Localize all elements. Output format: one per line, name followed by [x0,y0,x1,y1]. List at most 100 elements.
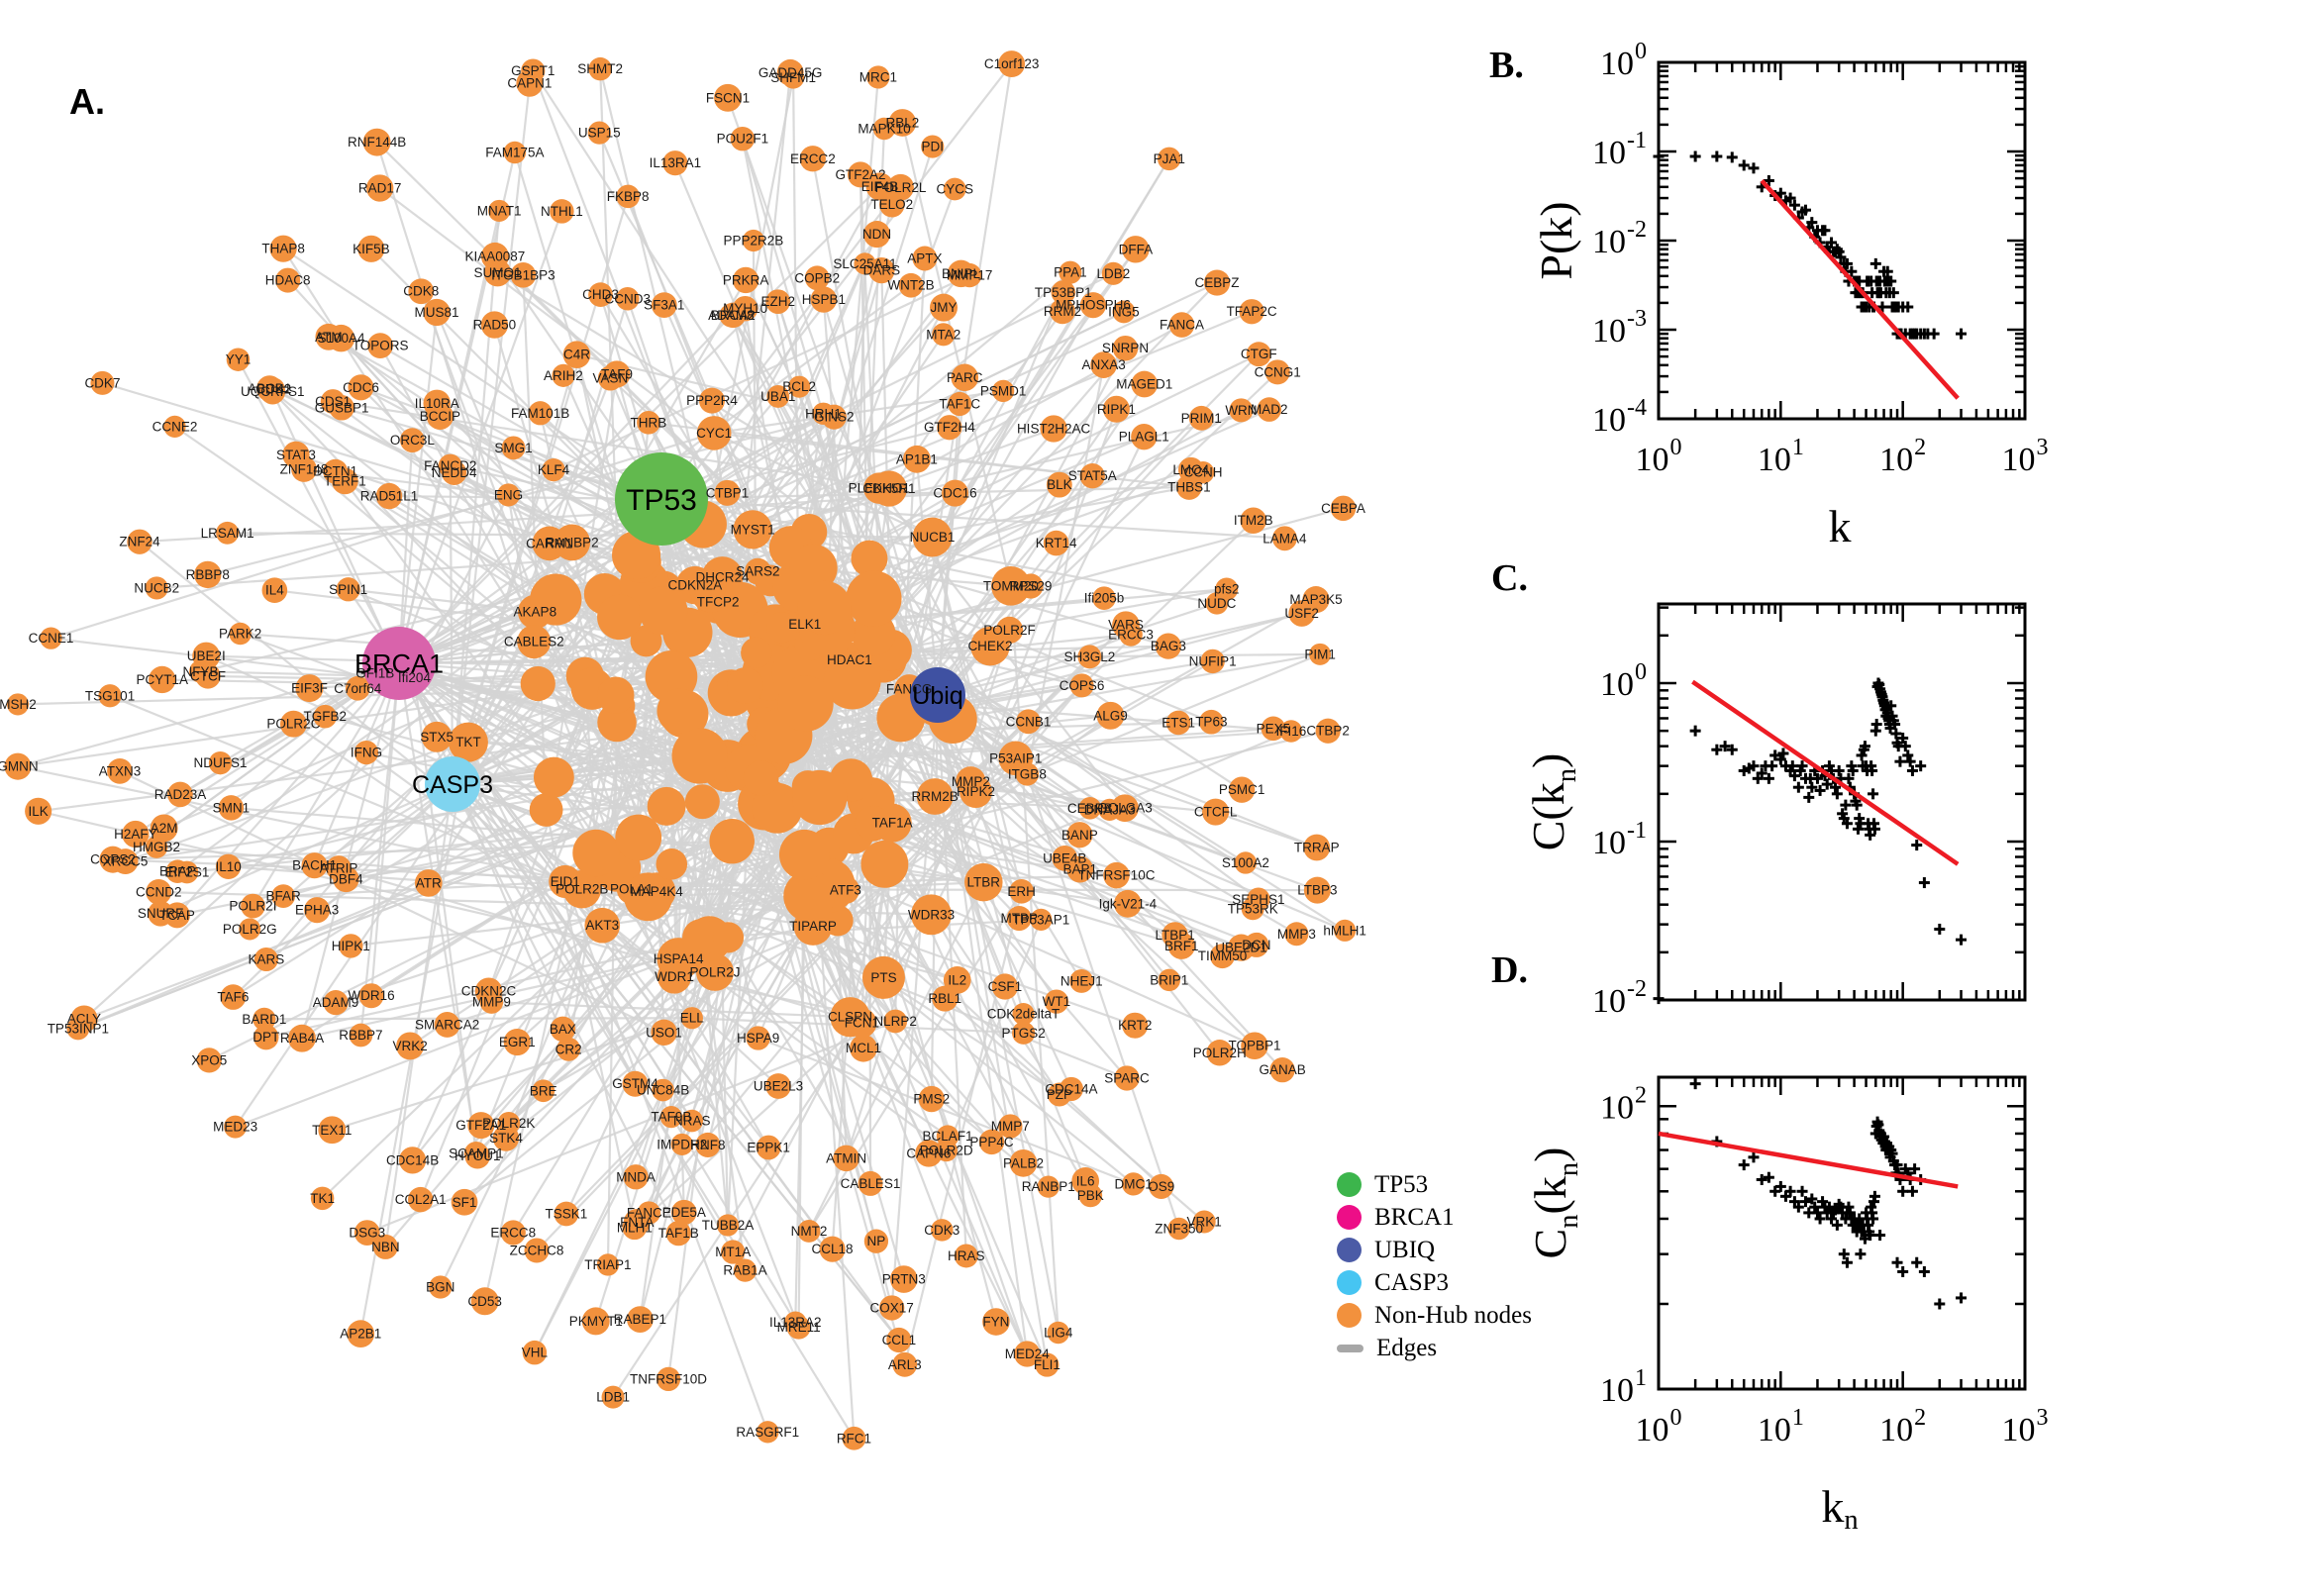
network-node [107,758,133,784]
network-node [671,728,728,784]
network-node [943,177,966,201]
plot-b-ytick: 10-1 [1592,128,1647,171]
plot-b-ytick: 100 [1600,39,1647,82]
hub-node-casp3 [425,756,480,812]
network-node [1112,335,1139,361]
network-node [756,1135,781,1160]
plot-b-fit-line [1760,179,1960,400]
network-node-label: TFAP2C [1227,304,1277,319]
network-edge [845,630,1011,1159]
network-node [195,663,221,689]
network-node [804,265,830,291]
network-node [556,1037,581,1061]
network-node [407,1186,434,1213]
network-node [1158,147,1181,171]
network-node [208,751,233,775]
network-node-label: TAF1A [872,816,913,831]
network-node-label: CABLES1 [841,1176,901,1191]
network-node [1158,968,1180,992]
network-node [991,379,1015,403]
network-node [1077,645,1102,669]
network-edge [808,890,1023,1233]
network-node [1030,908,1053,931]
network-node [1069,968,1094,993]
network-node-label: TERF1 [324,473,366,488]
network-node [483,259,512,287]
network-node [354,740,379,765]
network-node-label: POLR2G [223,922,277,937]
network-node [1149,1173,1174,1199]
network-node [327,324,355,352]
network-node [175,860,199,884]
network-edge [50,637,620,708]
network-node [304,897,331,924]
panel-b-letter: B. [1489,45,1524,86]
network-node [98,684,122,708]
hub-node-brca1 [362,627,436,700]
network-node [529,793,563,827]
network-node-label: WNT2B [887,278,934,293]
network-node-label: TCAP [159,908,195,923]
network-node-label: GSTM4 [612,1076,658,1091]
network-node [1210,944,1235,969]
network-node [863,221,891,249]
network-node [1240,507,1266,534]
network-node [532,1079,556,1103]
network-edge [937,612,1302,697]
network-node-label: GTF2A1 [455,1118,506,1133]
network-node [423,298,451,327]
network-node [313,704,338,729]
network-node [1202,798,1230,826]
axis-title-text: C(k [1523,782,1573,851]
network-edge [398,314,733,664]
network-node [271,884,296,908]
network-edge [837,519,1255,922]
network-node [1006,905,1032,932]
network-node [898,272,924,298]
network-node [1162,922,1188,948]
network-node [1037,1175,1060,1198]
plot-b-xlabel: k [1741,500,1939,552]
network-node [1122,1172,1146,1196]
network-node [622,1070,649,1097]
network-node [1122,236,1150,263]
network-node [957,262,982,288]
network-node [149,665,176,694]
network-node [301,852,328,879]
network-node [480,311,509,339]
network-node [597,365,623,391]
plot-d-frame [1657,1075,2027,1391]
plot-b-xtick: 103 [2002,435,2049,478]
network-node-label: TP53INP1 [48,1021,109,1036]
network-node [357,235,385,262]
network-node [1167,1217,1190,1241]
axis-title-text: k [1828,501,1852,551]
network-node [122,820,150,848]
plot-c-points [1653,677,1968,1005]
network-node [25,797,52,825]
network-node [163,415,186,439]
network-node-label: EPHA3 [295,903,339,918]
network-node [336,577,360,602]
network-node [799,146,826,172]
network-node-label: GTF2H4 [924,420,975,435]
network-node [1284,922,1309,947]
network-edge [648,853,806,1214]
network-node [851,540,888,577]
network-node [522,1340,548,1365]
plot-d-xtick: 100 [1636,1405,1682,1448]
network-node [1114,889,1142,918]
plot-b-ytick: 10-4 [1592,395,1647,439]
network-node [733,510,772,549]
network-node [549,864,582,899]
network-node [812,402,835,426]
network-node [765,612,798,644]
network-edge [915,458,940,696]
network-node-label: LDB1 [596,1390,630,1405]
network-node [872,117,896,141]
plot-c-ylabel: C(kn) [1522,673,1582,931]
network-node [1009,879,1034,904]
network-node-label: SNURF [138,906,184,921]
network-node [597,676,635,714]
network-edge [451,377,612,785]
